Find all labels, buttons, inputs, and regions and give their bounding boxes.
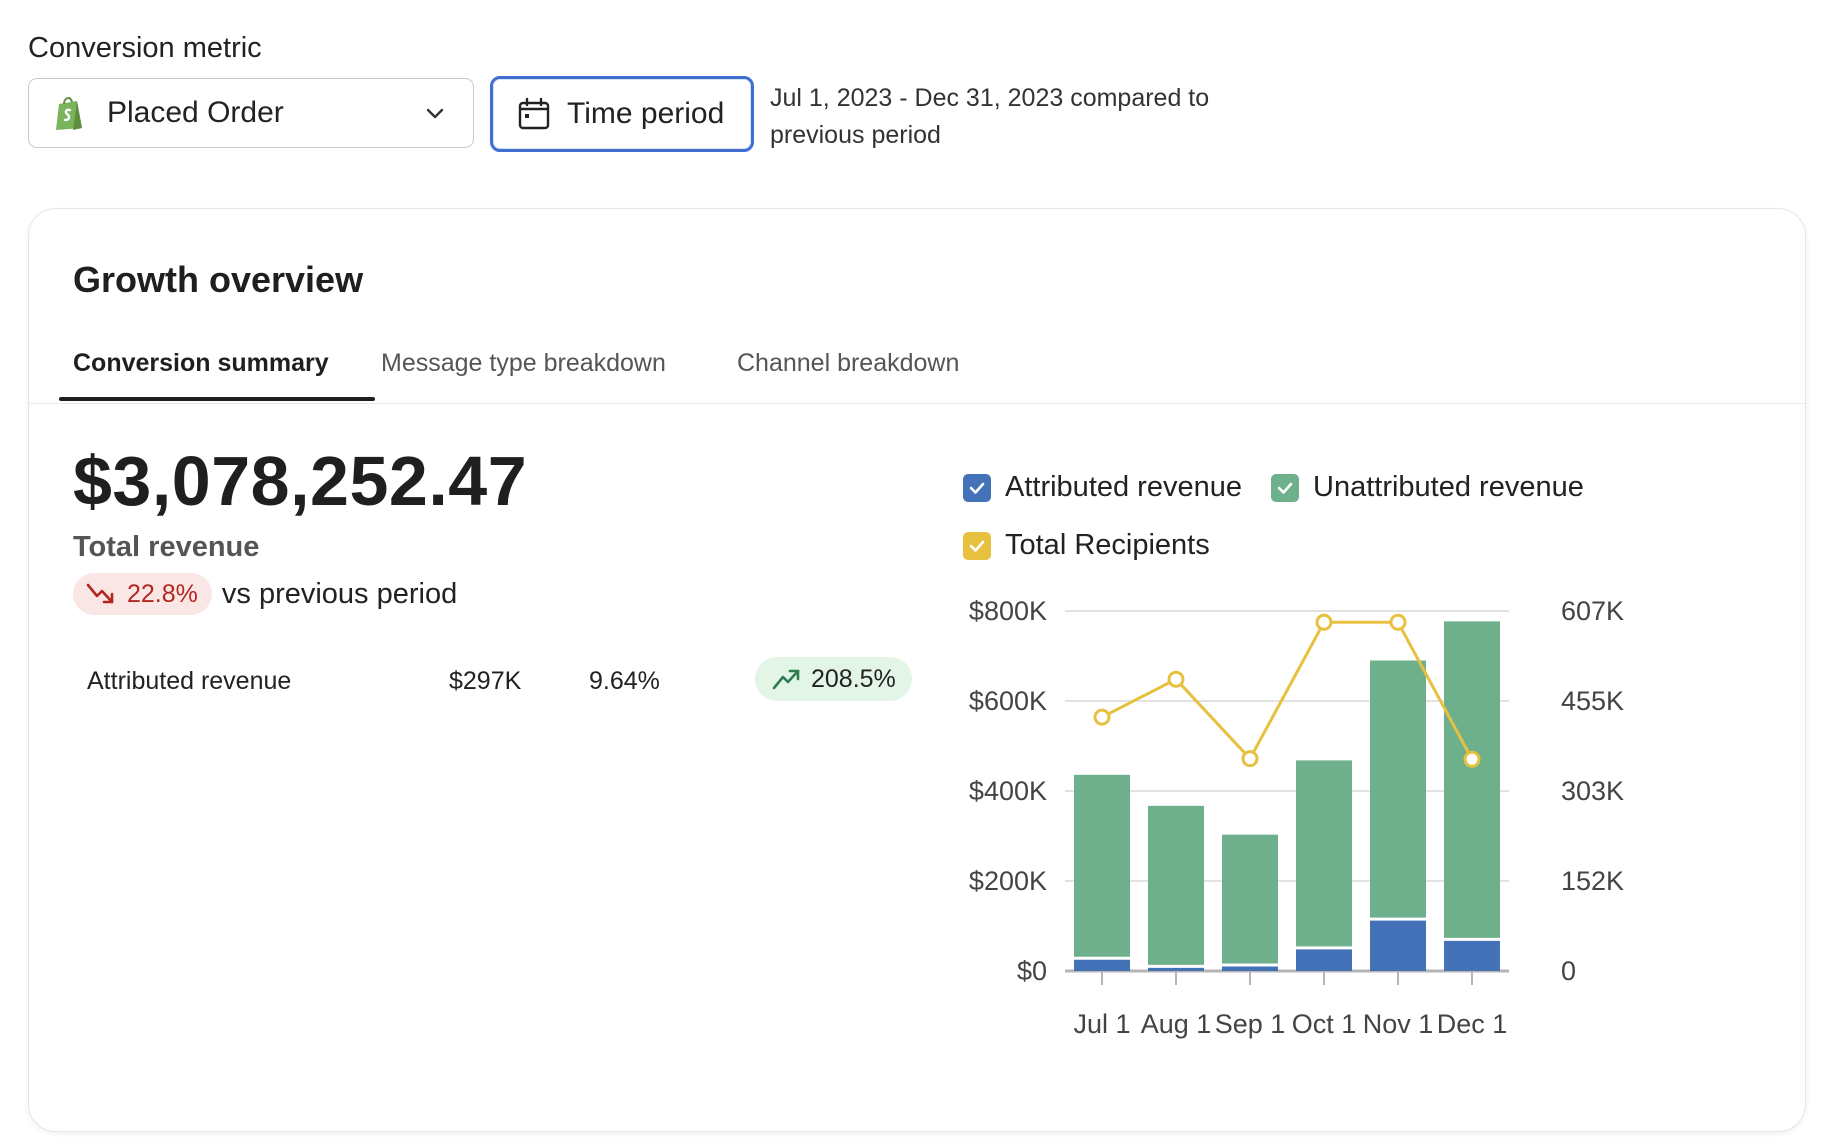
y-right-tick-label: 455K	[1561, 686, 1624, 716]
y-left-tick-label: $600K	[969, 686, 1047, 716]
legend-recipients[interactable]: Total Recipients	[963, 529, 1210, 562]
selected-metric: Placed Order	[107, 96, 284, 129]
active-tab-indicator	[59, 397, 375, 401]
legend-attributed[interactable]: Attributed revenue	[963, 471, 1242, 504]
row-change-badge: 208.5%	[755, 657, 912, 701]
total-revenue-value: $3,078,252.47	[73, 442, 528, 520]
chevron-down-icon	[426, 108, 444, 119]
shopify-icon	[53, 93, 89, 133]
legend-label: Unattributed revenue	[1313, 471, 1584, 503]
x-tick-label: Oct 1	[1292, 1009, 1357, 1039]
change-suffix: vs previous period	[221, 577, 458, 610]
y-left-tick-label: $0	[1017, 956, 1047, 986]
y-right-tick-label: 152K	[1561, 866, 1624, 896]
row-label: Attributed revenue	[87, 667, 292, 695]
bar-unattributed	[1148, 805, 1204, 965]
recipients-point	[1315, 613, 1333, 631]
y-right-tick-label: 303K	[1561, 776, 1624, 806]
time-period-button[interactable]: Time period	[490, 76, 754, 152]
tab-conversion-summary[interactable]: Conversion summary	[73, 349, 329, 377]
bar-attributed	[1074, 959, 1130, 971]
legend-label: Total Recipients	[1005, 529, 1210, 561]
tab-channel-breakdown[interactable]: Channel breakdown	[737, 349, 960, 377]
conversion-metric-label: Conversion metric	[28, 32, 262, 64]
bar-unattributed	[1222, 834, 1278, 964]
card-title: Growth overview	[73, 259, 364, 300]
row-value: $297K	[449, 667, 522, 695]
x-tick-label: Dec 1	[1437, 1009, 1508, 1039]
trend-down-icon	[86, 583, 114, 604]
bar-attributed	[1296, 949, 1352, 971]
row-share: 9.64%	[589, 667, 660, 695]
tab-bar: Conversion summary Message type breakdow…	[29, 321, 1805, 404]
x-tick-label: Nov 1	[1363, 1009, 1434, 1039]
y-left-tick-label: $400K	[969, 776, 1047, 806]
change-percent: 22.8%	[127, 579, 198, 608]
recipients-line	[1101, 620, 1474, 761]
checkbox-checked-icon[interactable]	[1271, 473, 1299, 502]
trend-up-icon	[772, 669, 800, 690]
bar-unattributed	[1296, 760, 1352, 947]
recipients-point	[1241, 750, 1259, 768]
recipients-point	[1093, 708, 1111, 726]
conversion-metric-select[interactable]: Placed Order	[28, 78, 474, 148]
bar-attributed	[1148, 967, 1204, 971]
recipients-point	[1389, 613, 1407, 631]
bar-attributed	[1370, 920, 1426, 971]
total-revenue-label: Total revenue	[73, 531, 260, 563]
bar-unattributed	[1074, 774, 1130, 957]
attributed-revenue-row: Attributed revenue $297K 9.64% 208.5%	[87, 657, 912, 707]
recipients-point	[1167, 670, 1185, 688]
x-tick-label: Jul 1	[1073, 1009, 1130, 1039]
x-tick-label: Aug 1	[1141, 1009, 1212, 1039]
bar-attributed	[1222, 966, 1278, 971]
y-right-tick-label: 0	[1561, 956, 1576, 986]
checkbox-checked-icon[interactable]	[963, 473, 991, 502]
calendar-icon	[518, 97, 550, 130]
revenue-change-row: 22.8% vs previous period	[73, 573, 457, 615]
y-right-tick-label: 607K	[1561, 596, 1624, 626]
checkbox-checked-icon[interactable]	[963, 531, 991, 560]
recipients-point	[1463, 750, 1481, 768]
growth-overview-card: Growth overview Conversion summary Messa…	[28, 208, 1806, 1132]
y-left-tick-label: $200K	[969, 866, 1047, 896]
y-left-tick-label: $800K	[969, 596, 1047, 626]
revenue-chart: $800K 607K $600K 455K $400K 303K $200K 152K $0 0 J…	[969, 596, 1624, 1039]
bar-unattributed	[1444, 621, 1500, 938]
change-badge: 22.8%	[73, 573, 212, 615]
period-range-text: Jul 1, 2023 - Dec 31, 2023 compared to p…	[770, 84, 1210, 149]
legend-unattributed[interactable]: Unattributed revenue	[1271, 471, 1584, 504]
tab-message-type-breakdown[interactable]: Message type breakdown	[381, 349, 666, 377]
time-period-label: Time period	[567, 97, 725, 130]
bar-unattributed	[1370, 660, 1426, 918]
x-tick-label: Sep 1	[1215, 1009, 1286, 1039]
legend-label: Attributed revenue	[1005, 471, 1242, 503]
row-change-value: 208.5%	[811, 664, 896, 693]
bar-attributed	[1444, 940, 1500, 971]
